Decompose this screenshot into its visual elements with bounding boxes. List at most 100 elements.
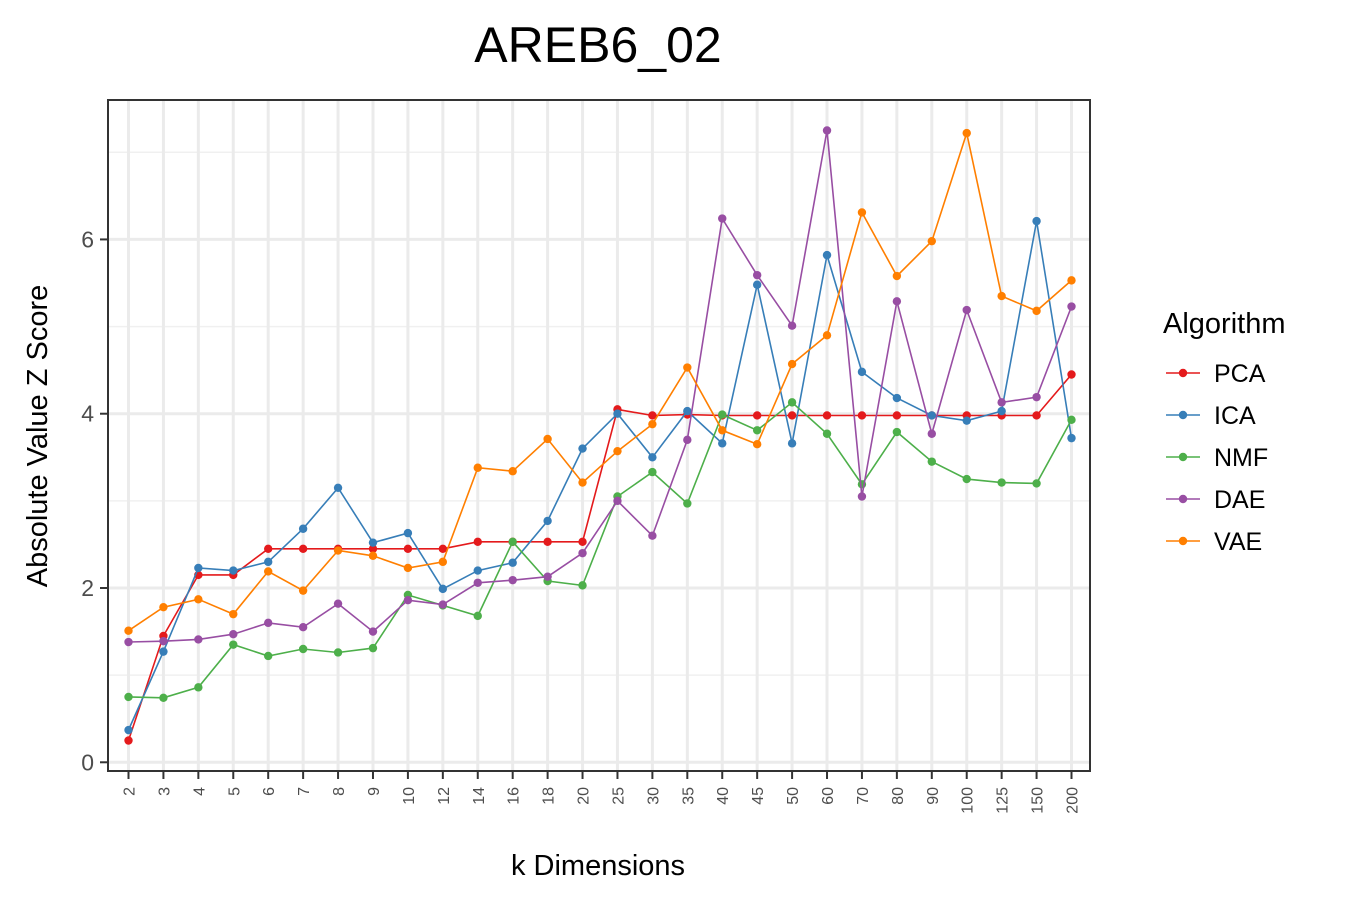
- legend-label: VAE: [1214, 528, 1262, 556]
- data-point: [822, 250, 832, 260]
- x-tick-label: 45: [750, 787, 767, 805]
- x-tick-label: 3: [156, 787, 173, 796]
- data-point: [473, 537, 482, 547]
- data-point: [578, 581, 587, 590]
- data-point: [822, 126, 832, 135]
- data-point: [264, 618, 273, 628]
- x-axis-title: k Dimensions: [511, 850, 685, 882]
- data-point: [194, 595, 203, 604]
- data-point: [822, 411, 832, 420]
- data-point: [892, 411, 902, 420]
- legend-label: DAE: [1214, 486, 1265, 514]
- data-point: [124, 725, 133, 735]
- y-tick-label: 6: [81, 226, 94, 252]
- data-point: [508, 537, 517, 547]
- data-point: [683, 499, 692, 508]
- data-point: [473, 463, 482, 472]
- data-point: [368, 643, 378, 653]
- data-point: [718, 410, 727, 419]
- data-point: [508, 558, 517, 567]
- data-point: [543, 516, 552, 526]
- data-point: [648, 531, 657, 540]
- data-point: [438, 544, 448, 553]
- data-point: [368, 627, 378, 636]
- x-tick-label: 20: [576, 787, 593, 805]
- x-tick-label: 18: [541, 787, 558, 805]
- data-point: [543, 537, 552, 547]
- data-point: [683, 435, 692, 445]
- data-point: [857, 208, 867, 217]
- data-point: [1032, 392, 1041, 402]
- legend-key-point: [1178, 536, 1188, 546]
- data-point: [787, 359, 797, 369]
- data-point: [124, 736, 133, 745]
- data-point: [124, 637, 133, 647]
- x-tick-label: 125: [995, 787, 1012, 814]
- series-pca: [124, 370, 1076, 745]
- data-point: [718, 214, 727, 223]
- data-point: [787, 439, 797, 448]
- data-point: [368, 538, 378, 547]
- legend-item-nmf: NMF: [1166, 444, 1268, 472]
- series-vae: [124, 128, 1076, 635]
- data-point: [438, 584, 448, 594]
- x-tick-label: 90: [925, 787, 942, 805]
- data-point: [822, 429, 832, 438]
- data-point: [403, 544, 413, 553]
- data-point: [333, 599, 343, 608]
- data-point: [927, 411, 936, 420]
- legend-item-vae: VAE: [1166, 528, 1262, 556]
- data-point: [718, 426, 727, 435]
- data-point: [1067, 433, 1076, 443]
- data-point: [752, 280, 762, 289]
- data-point: [962, 128, 971, 138]
- data-point: [752, 411, 762, 420]
- data-point: [752, 440, 762, 449]
- data-point: [1067, 370, 1076, 379]
- data-point: [264, 651, 273, 661]
- data-point: [403, 596, 413, 605]
- data-point: [927, 429, 936, 438]
- x-tick-label: 25: [610, 787, 627, 805]
- series-line: [127, 220, 1073, 731]
- data-point: [683, 363, 692, 372]
- data-point: [787, 321, 797, 330]
- data-point: [578, 537, 587, 547]
- data-point: [578, 548, 587, 558]
- data-point: [264, 544, 273, 553]
- data-point: [229, 566, 238, 575]
- data-point: [578, 444, 587, 453]
- data-point: [962, 305, 971, 315]
- data-point: [264, 567, 273, 576]
- x-tick-label: 200: [1065, 787, 1082, 814]
- data-point: [718, 439, 727, 448]
- data-point: [403, 528, 413, 538]
- series-dae: [124, 126, 1076, 647]
- data-point: [438, 600, 448, 609]
- data-point: [438, 557, 448, 567]
- data-point: [333, 483, 343, 492]
- data-point: [683, 406, 692, 416]
- legend-key-point: [1178, 368, 1188, 378]
- series-line: [128, 401, 1073, 699]
- data-point: [298, 524, 308, 533]
- data-point: [333, 546, 343, 555]
- chart-title: AREB6_02: [474, 17, 721, 73]
- data-point: [1067, 302, 1076, 311]
- data-point: [368, 544, 378, 553]
- data-point: [648, 453, 657, 462]
- data-point: [159, 602, 168, 612]
- x-tick-label: 100: [960, 787, 977, 814]
- x-tick-label: 35: [680, 787, 697, 805]
- data-point: [1067, 276, 1076, 285]
- data-point: [962, 474, 971, 484]
- data-point: [543, 434, 552, 444]
- x-tick-label: 7: [296, 787, 313, 796]
- data-point: [159, 647, 168, 656]
- data-point: [264, 557, 273, 567]
- data-point: [1032, 411, 1041, 420]
- data-point: [508, 467, 517, 476]
- x-tick-label: 5: [226, 787, 243, 796]
- data-point: [473, 566, 482, 575]
